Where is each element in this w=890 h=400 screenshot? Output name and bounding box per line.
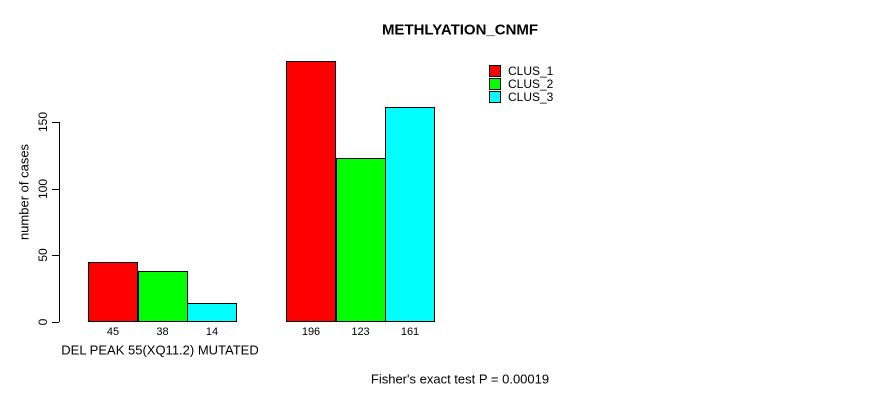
bar-clus_2-group2: [335, 158, 386, 322]
y-axis-tick-label: 50: [36, 248, 50, 263]
chart-title: METHLYATION_CNMF: [381, 21, 539, 39]
y-axis-tick: [52, 188, 59, 190]
x-axis-label: DEL PEAK 55(XQ11.2) MUTATED: [61, 342, 259, 358]
fisher-test-annotation: Fisher's exact test P = 0.00019: [370, 371, 550, 387]
legend-swatch-clus-2-icon: [489, 78, 501, 90]
legend-label: CLUS_1: [508, 64, 554, 78]
bar-clus_2-group1: [137, 271, 188, 322]
legend: CLUS_1 CLUS_2 CLUS_3: [489, 65, 553, 104]
legend-entry-clus-3: CLUS_3: [489, 91, 553, 103]
y-axis-label: number of cases: [16, 143, 32, 241]
legend-entry-clus-2: CLUS_2: [489, 78, 553, 90]
bar-value-label: 161: [400, 326, 420, 338]
bar-value-label: 45: [106, 326, 120, 338]
bar-clus_1-group2: [286, 60, 336, 322]
bar-clus_1-group1: [88, 262, 138, 322]
legend-label: CLUS_2: [508, 77, 554, 91]
bar-clus_3-group1: [187, 303, 237, 322]
y-axis-tick-label: 150: [36, 111, 50, 133]
y-axis-tick-label: 0: [36, 318, 50, 326]
bar-value-label: 14: [205, 326, 219, 338]
bar-value-label: 123: [351, 326, 370, 338]
legend-label: CLUS_3: [508, 90, 554, 104]
y-axis-tick-label: 100: [36, 178, 50, 199]
legend-swatch-clus-3-icon: [489, 91, 501, 103]
y-axis-tick: [52, 255, 59, 257]
bar-clus_3-group2: [385, 107, 435, 322]
y-axis-tick: [52, 322, 59, 323]
legend-swatch-clus-1-icon: [489, 65, 501, 77]
bar-value-label: 196: [301, 326, 321, 338]
y-axis-tick: [52, 122, 59, 123]
y-axis-line: [59, 122, 60, 322]
legend-entry-clus-1: CLUS_1: [489, 65, 553, 77]
bar-value-label: 38: [156, 326, 169, 338]
